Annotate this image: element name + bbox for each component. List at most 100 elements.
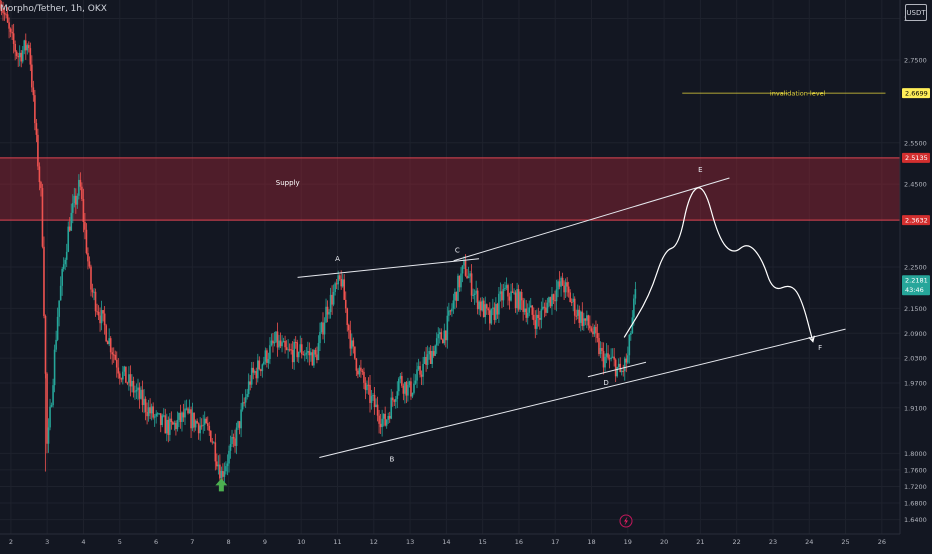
candle-body bbox=[611, 356, 614, 358]
candle-body bbox=[149, 407, 151, 414]
candle-body bbox=[50, 405, 53, 407]
candle-body bbox=[320, 322, 323, 333]
time-tick-label: 17 bbox=[551, 538, 559, 546]
currency-button[interactable]: USDT bbox=[905, 4, 927, 21]
candle-body bbox=[176, 419, 179, 430]
candle-body bbox=[202, 424, 204, 426]
candle-body bbox=[422, 363, 424, 377]
candle-body bbox=[28, 45, 30, 49]
candle-body bbox=[583, 318, 585, 326]
time-tick-label: 2 bbox=[9, 538, 13, 546]
price-tick-label: 1.6400 bbox=[904, 516, 927, 524]
candle-body bbox=[123, 366, 126, 372]
candle-body bbox=[441, 339, 444, 344]
drawings-layer: invalidation level A B C D E F bbox=[215, 90, 886, 528]
candle-body bbox=[510, 291, 512, 301]
candle-body bbox=[331, 294, 333, 305]
price-tick-label: 2.2500 bbox=[904, 264, 927, 272]
candle-body bbox=[391, 397, 394, 401]
candle-body bbox=[169, 418, 171, 435]
trendline-c-e bbox=[453, 177, 730, 262]
candle-body bbox=[253, 371, 256, 373]
candle-body bbox=[279, 340, 282, 347]
candle-body bbox=[75, 195, 77, 205]
candle-body bbox=[454, 291, 456, 301]
candle-body bbox=[138, 387, 141, 399]
candle-body bbox=[463, 260, 465, 266]
candle-body bbox=[118, 373, 121, 379]
candle-body bbox=[363, 371, 365, 383]
candle-body bbox=[507, 285, 509, 297]
candle-body bbox=[575, 315, 578, 317]
candle-body bbox=[11, 31, 13, 34]
candle-body bbox=[531, 305, 534, 315]
wave-label-d: D bbox=[603, 379, 608, 387]
candle-body bbox=[128, 374, 130, 383]
candle-body bbox=[460, 273, 462, 288]
candle-body bbox=[109, 338, 112, 353]
candle-body bbox=[313, 350, 315, 366]
candle-body bbox=[452, 300, 455, 309]
candle-body bbox=[120, 378, 123, 380]
candle-body bbox=[175, 422, 177, 430]
candle-body bbox=[435, 338, 438, 346]
candle-body bbox=[41, 188, 44, 247]
candle-body bbox=[561, 277, 564, 286]
candle-body bbox=[293, 341, 295, 363]
time-tick-label: 26 bbox=[878, 538, 886, 546]
candle-body bbox=[159, 413, 162, 426]
candle-body bbox=[91, 289, 94, 293]
candle-body bbox=[111, 352, 114, 355]
candle-body bbox=[249, 381, 252, 385]
time-tick-label: 12 bbox=[370, 538, 378, 546]
candle-body bbox=[590, 328, 593, 332]
candle-body bbox=[296, 342, 299, 358]
time-tick-label: 5 bbox=[118, 538, 122, 546]
candle-body bbox=[464, 260, 467, 276]
candle-body bbox=[572, 298, 575, 303]
candle-body bbox=[81, 186, 83, 199]
candle-body bbox=[203, 418, 206, 425]
candle-body bbox=[499, 291, 502, 294]
candle-body bbox=[475, 290, 477, 294]
candle-body bbox=[143, 398, 145, 405]
candle-body bbox=[478, 301, 480, 310]
price-tag bbox=[902, 152, 930, 163]
candle-body bbox=[605, 353, 608, 357]
candle-body bbox=[34, 95, 36, 124]
candle-body bbox=[90, 266, 92, 290]
candle-body bbox=[281, 342, 283, 347]
candle-body bbox=[197, 423, 200, 434]
candle-body bbox=[106, 341, 109, 345]
candle-body bbox=[135, 389, 138, 392]
candle-body bbox=[410, 381, 412, 397]
price-tick-label: 1.9700 bbox=[904, 379, 927, 387]
candle-body bbox=[592, 331, 594, 335]
candle-body bbox=[122, 371, 124, 380]
candle-body bbox=[540, 309, 543, 320]
candle-body bbox=[208, 425, 211, 431]
candle-body bbox=[451, 308, 453, 312]
price-tag-countdown: 43:46 bbox=[905, 286, 924, 294]
candle-body bbox=[566, 282, 568, 287]
time-tick-label: 3 bbox=[45, 538, 49, 546]
candle-body bbox=[181, 412, 183, 422]
wave-label-e: E bbox=[698, 166, 702, 174]
price-tick-label: 1.9100 bbox=[904, 404, 927, 412]
candle-body bbox=[405, 382, 408, 396]
time-tick-label: 9 bbox=[263, 538, 267, 546]
price-tag bbox=[902, 275, 930, 296]
candle-body bbox=[449, 310, 452, 312]
candle-body bbox=[358, 367, 361, 375]
candle-body bbox=[47, 427, 50, 444]
candle-body bbox=[539, 317, 541, 320]
wave-label-c: C bbox=[455, 247, 460, 255]
candle-body bbox=[378, 415, 380, 424]
candle-body bbox=[214, 442, 217, 462]
candle-body bbox=[105, 325, 107, 342]
candle-body bbox=[187, 408, 189, 414]
candle-body bbox=[2, 9, 4, 13]
candle-body bbox=[164, 415, 167, 434]
